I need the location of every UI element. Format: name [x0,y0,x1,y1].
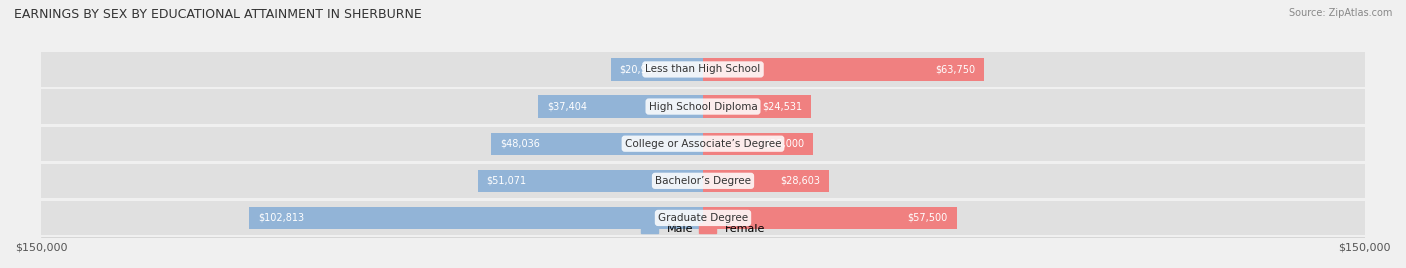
Bar [491,133,703,155]
Text: $57,500: $57,500 [908,213,948,223]
Bar [703,207,956,229]
Bar [703,201,1365,235]
Text: $63,750: $63,750 [935,64,976,75]
Text: College or Associate’s Degree: College or Associate’s Degree [624,139,782,149]
Text: $28,603: $28,603 [780,176,820,186]
Text: $20,917: $20,917 [620,64,659,75]
Bar [41,90,703,124]
Text: $24,531: $24,531 [762,102,803,111]
Text: $25,000: $25,000 [765,139,804,149]
Bar [249,207,703,229]
Bar [703,133,813,155]
Text: $51,071: $51,071 [486,176,527,186]
Bar [610,58,703,81]
Text: High School Diploma: High School Diploma [648,102,758,111]
Bar [703,90,1365,124]
Bar [703,126,1365,161]
Bar [41,164,703,198]
Bar [41,52,703,87]
Bar [703,170,830,192]
Text: Source: ZipAtlas.com: Source: ZipAtlas.com [1288,8,1392,18]
Bar [538,95,703,118]
Bar [41,126,703,161]
Bar [703,52,1365,87]
Bar [703,95,811,118]
Text: $102,813: $102,813 [259,213,304,223]
Text: $37,404: $37,404 [547,102,586,111]
Text: Bachelor’s Degree: Bachelor’s Degree [655,176,751,186]
Bar [478,170,703,192]
Bar [41,201,703,235]
Text: Graduate Degree: Graduate Degree [658,213,748,223]
Text: $48,036: $48,036 [501,139,540,149]
Text: Less than High School: Less than High School [645,64,761,75]
Bar [703,164,1365,198]
Bar [703,58,984,81]
Legend: Male, Female: Male, Female [637,219,769,239]
Text: EARNINGS BY SEX BY EDUCATIONAL ATTAINMENT IN SHERBURNE: EARNINGS BY SEX BY EDUCATIONAL ATTAINMEN… [14,8,422,21]
